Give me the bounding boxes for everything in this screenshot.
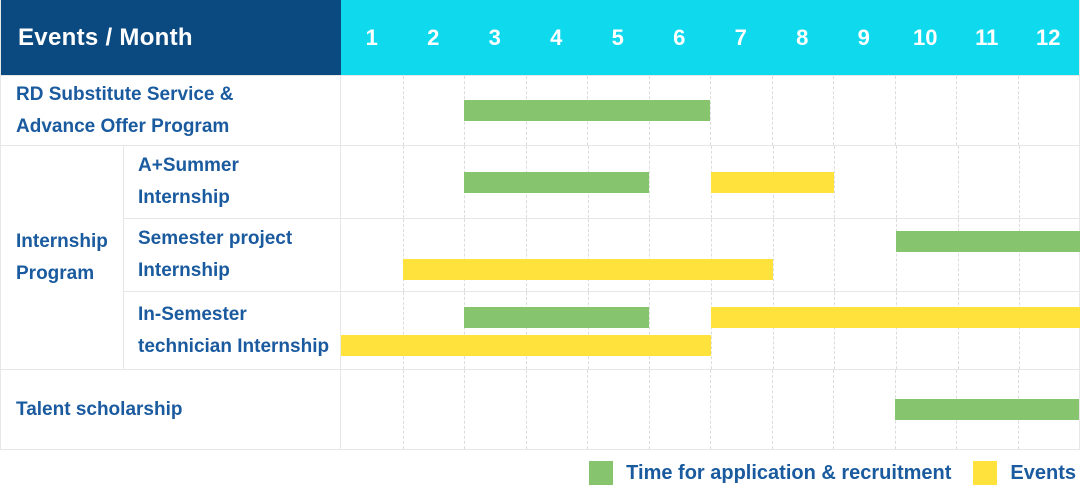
month-header-4: 4	[550, 24, 563, 50]
month-header-12: 12	[1036, 24, 1061, 50]
month-cell	[402, 219, 465, 291]
gantt-bar-application-recruitment	[896, 231, 1080, 252]
legend-item-events: Events	[973, 461, 1076, 485]
month-cell	[402, 76, 465, 145]
month-header-strip: 1 2 3 4 5 6 7 8 9 10 11 12	[341, 0, 1079, 75]
green-swatch-icon	[589, 461, 614, 485]
legend-item-application-recruitment: Time for application & recruitment	[589, 461, 951, 485]
month-header-7: 7	[734, 24, 747, 50]
legend-label-events: Events	[1010, 461, 1076, 484]
month-cell	[771, 76, 834, 145]
month-cell	[649, 292, 711, 369]
row-label-a-plus-summer: A+Summer Internship	[124, 146, 341, 218]
month-cell	[772, 219, 835, 291]
gantt-bar-application-recruitment	[464, 171, 650, 193]
month-cell	[957, 219, 1020, 291]
schedule-table: Events / Month 1 2 3 4 5 6 7 8 9 10 11 1…	[0, 0, 1080, 450]
month-cell	[526, 219, 588, 291]
month-cell	[771, 370, 834, 449]
month-cell	[1019, 146, 1080, 218]
month-cell	[525, 370, 588, 449]
gantt-bar-events	[402, 259, 773, 280]
month-header-6: 6	[673, 24, 686, 50]
month-cell	[587, 219, 650, 291]
gantt-bar-events	[711, 306, 1080, 328]
month-cell	[1019, 219, 1080, 291]
month-cell	[834, 292, 896, 369]
month-cell	[587, 292, 650, 369]
month-cell	[957, 146, 1020, 218]
month-cell	[649, 146, 711, 218]
month-header-5: 5	[611, 24, 624, 50]
month-cell	[464, 292, 526, 369]
table-header-row: Events / Month 1 2 3 4 5 6 7 8 9 10 11 1…	[1, 0, 1079, 75]
month-cell	[341, 76, 403, 145]
month-cell	[464, 370, 526, 449]
month-cell	[896, 292, 958, 369]
gantt-bar-application-recruitment	[464, 100, 710, 121]
month-header-2: 2	[427, 24, 440, 50]
group-label-internship-program: Internship Program	[1, 146, 124, 369]
month-cell	[341, 146, 403, 218]
month-cell	[649, 219, 711, 291]
month-cell	[956, 76, 1018, 145]
timeline-rd-substitute	[341, 76, 1079, 145]
legend-label-application-recruitment: Time for application & recruitment	[626, 461, 952, 484]
timeline-talent-scholarship	[341, 370, 1079, 449]
month-cell	[711, 219, 773, 291]
row-label-rd-substitute: RD Substitute Service & Advance Offer Pr…	[1, 76, 341, 145]
gantt-bar-events	[341, 334, 711, 356]
row-label-talent-scholarship: Talent scholarship	[1, 370, 341, 449]
month-header-3: 3	[488, 24, 501, 50]
month-cell	[1017, 76, 1080, 145]
month-cell	[710, 370, 772, 449]
month-cell	[772, 292, 835, 369]
month-cell	[341, 292, 403, 369]
month-gridlines	[341, 76, 1079, 145]
month-header-1: 1	[365, 24, 378, 50]
month-cell	[587, 370, 649, 449]
month-header-8: 8	[796, 24, 809, 50]
internship-program-group: Internship Program A+Summer Internship S…	[1, 145, 1080, 369]
yellow-swatch-icon	[973, 461, 998, 485]
timeline-semester-project	[341, 218, 1080, 291]
events-month-header-cell: Events / Month	[1, 0, 341, 75]
month-cell	[894, 76, 957, 145]
month-header-9: 9	[857, 24, 870, 50]
month-header-10: 10	[913, 24, 938, 50]
month-cell	[526, 292, 588, 369]
month-cell	[341, 219, 403, 291]
gantt-bar-events	[711, 171, 835, 193]
month-cell	[464, 219, 526, 291]
month-cell	[402, 146, 465, 218]
month-header-11: 11	[975, 24, 999, 50]
month-cell	[833, 76, 895, 145]
month-gridlines	[341, 292, 1080, 369]
month-cell	[834, 219, 896, 291]
table-row: RD Substitute Service & Advance Offer Pr…	[1, 75, 1079, 145]
gantt-bar-application-recruitment	[894, 399, 1079, 420]
month-gridlines	[341, 219, 1080, 291]
gantt-bar-application-recruitment	[464, 306, 650, 328]
legend: Time for application & recruitment Event…	[0, 450, 1080, 496]
month-cell	[402, 370, 465, 449]
timeline-a-plus-summer	[341, 146, 1080, 218]
timeline-in-semester-technician	[341, 291, 1080, 369]
month-cell	[896, 219, 958, 291]
row-label-semester-project: Semester project Internship	[124, 218, 341, 291]
month-cell	[896, 146, 958, 218]
month-cell	[957, 292, 1020, 369]
month-cell	[711, 292, 773, 369]
table-title: Events / Month	[18, 23, 193, 51]
month-cell	[648, 370, 711, 449]
table-row: Talent scholarship	[1, 369, 1079, 449]
row-label-in-semester-technician: In-Semester technician Internship	[124, 291, 341, 369]
month-cell	[833, 370, 895, 449]
month-cell	[341, 370, 403, 449]
month-cell	[834, 146, 896, 218]
month-cell	[402, 292, 465, 369]
month-cell	[710, 76, 772, 145]
month-cell	[1019, 292, 1080, 369]
